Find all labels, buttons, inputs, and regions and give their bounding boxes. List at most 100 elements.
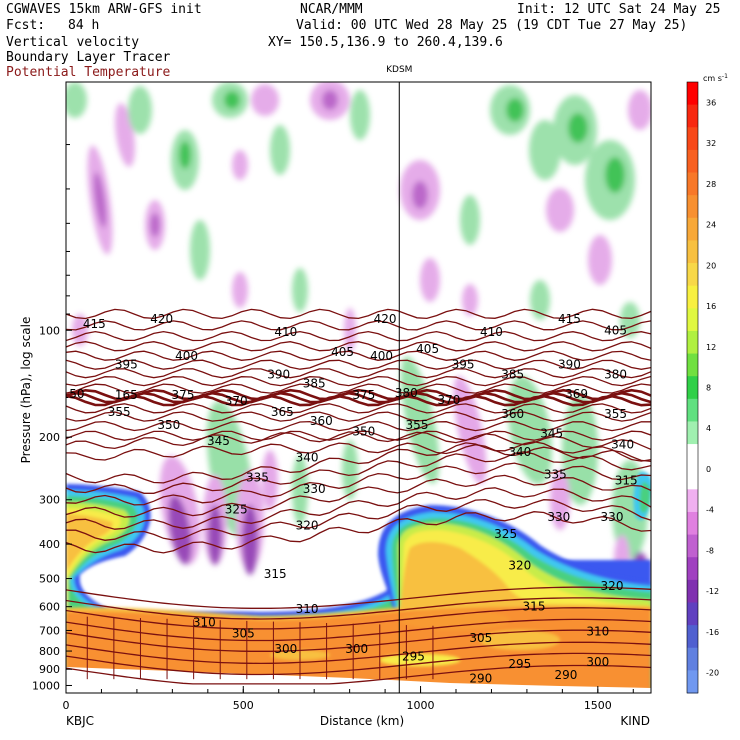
- theta-label: 305: [232, 627, 255, 641]
- colorbar-label: -12: [706, 587, 719, 596]
- colorbar-label: 32: [706, 139, 716, 148]
- colorbar-label: 4: [706, 424, 711, 433]
- theta-label: 325: [494, 527, 517, 541]
- theta-contour: [66, 641, 651, 665]
- colorbar-swatch: [687, 127, 698, 151]
- theta-label: 420: [150, 312, 173, 326]
- theta-label: 355: [108, 405, 131, 419]
- theta-contour: [66, 607, 651, 630]
- theta-label: 360: [310, 414, 333, 428]
- theta-label: 310: [193, 616, 216, 630]
- colorbar-label: 28: [706, 180, 716, 189]
- theta-label: 150: [62, 387, 85, 401]
- theta-label: 360: [501, 407, 524, 421]
- theta-contour: [66, 487, 651, 530]
- theta-label: 395: [452, 358, 475, 372]
- theta-contour: [66, 441, 651, 484]
- theta-label: 295: [508, 657, 531, 671]
- theta-contour: [66, 442, 651, 463]
- colorbar-swatch: [687, 195, 698, 219]
- theta-label: 365: [271, 405, 294, 419]
- theta-label: 305: [469, 631, 492, 645]
- theta-label: 405: [416, 342, 439, 356]
- theta-label: 345: [540, 426, 563, 440]
- theta-label: 390: [267, 367, 290, 381]
- valid-time: Valid: 00 UTC Wed 28 May 25 (19 CDT Tue …: [296, 18, 688, 33]
- theta-label: 370: [437, 393, 460, 407]
- y-axis-label: Pressure (hPa), log scale: [19, 317, 33, 464]
- theta-contour: [66, 474, 651, 518]
- forecast-label: Fcst:: [6, 18, 46, 33]
- theta-contour: [66, 586, 651, 609]
- x-axis: 0 500 1000 1500: [63, 686, 634, 712]
- theta-label: 310: [296, 602, 319, 616]
- theta-contour: [66, 330, 651, 342]
- init-time: Init: 12 UTC Sat 24 May 25: [517, 2, 721, 17]
- theta-contour: [66, 462, 651, 506]
- y-tick-label: 400: [39, 538, 60, 551]
- colorbar-label: -8: [706, 546, 714, 555]
- theta-label: 295: [402, 650, 425, 664]
- end-station-label: KIND: [620, 714, 650, 728]
- colorbar-swatch: [687, 625, 698, 649]
- theta-label: 310: [586, 625, 609, 639]
- theta-label: 415: [558, 312, 581, 326]
- theta-label: 325: [225, 503, 248, 517]
- y-tick-label: 500: [39, 573, 60, 586]
- theta-label: 420: [374, 312, 397, 326]
- theta-label: 400: [370, 349, 393, 363]
- theta-label: 315: [523, 600, 546, 614]
- theta-label: 340: [508, 445, 531, 459]
- theta-label: 350: [157, 418, 180, 432]
- theta-contour: [66, 383, 651, 394]
- marker-station-label: KDSM: [386, 65, 412, 75]
- theta-label: 290: [554, 668, 577, 682]
- theta-contour: [66, 394, 651, 407]
- theta-label: 355: [604, 407, 627, 421]
- theta-contour: [66, 359, 651, 370]
- colorbar-unit: cm s-1: [703, 73, 728, 83]
- theta-label: 320: [601, 579, 624, 593]
- theta-label: 355: [406, 418, 429, 432]
- colorbar-label: -16: [706, 628, 719, 637]
- theta-contour: [66, 652, 651, 676]
- theta-label: 315: [615, 474, 638, 488]
- colorbar-swatch: [687, 647, 698, 671]
- theta-contours: [66, 308, 651, 685]
- theta-label: 300: [274, 642, 297, 656]
- theta-contour: [66, 403, 651, 414]
- theta-label: 350: [352, 425, 375, 439]
- x-tick-label: 1000: [407, 699, 435, 712]
- theta-contour: [66, 308, 651, 320]
- colorbar-label: 36: [706, 98, 716, 107]
- field-potential-temperature: Potential Temperature: [6, 65, 171, 80]
- theta-label: 370: [225, 394, 248, 408]
- upper-velocity-field: [66, 82, 651, 352]
- colorbar-swatch: [687, 285, 698, 309]
- theta-label: 385: [501, 367, 524, 381]
- colorbar-swatch: [687, 172, 698, 196]
- forecast-hour: 84 h: [68, 18, 100, 33]
- theta-contour: [66, 618, 651, 642]
- theta-label: 345: [207, 434, 230, 448]
- y-tick-label: 100: [39, 324, 60, 337]
- theta-contour: [66, 391, 651, 404]
- colorbar-swatch: [687, 534, 698, 558]
- theta-label: 335: [544, 468, 567, 482]
- colorbar-frame: [686, 81, 699, 694]
- theta-label: 385: [303, 376, 326, 390]
- colorbar-swatch: [687, 149, 698, 174]
- colorbar-label: 24: [706, 221, 716, 230]
- theta-label: 340: [296, 450, 319, 464]
- y-axis: 100 200 300 400 500 600 700 800 900 1000: [32, 144, 72, 692]
- colorbar-swatch: [687, 353, 698, 377]
- plot-frame: [65, 81, 652, 694]
- theta-contour: [66, 664, 651, 685]
- theta-contour: [66, 341, 651, 352]
- colorbar-label: 16: [706, 302, 716, 311]
- colorbar-label: 8: [706, 384, 711, 393]
- theta-contour: [66, 420, 651, 432]
- x-tick-label: 1500: [584, 699, 612, 712]
- theta-label: 165: [115, 388, 138, 402]
